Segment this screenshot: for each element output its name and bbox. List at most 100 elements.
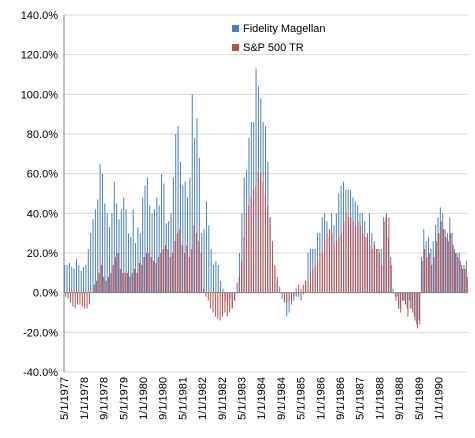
bar-fidelity-magellan <box>298 292 300 297</box>
bar-fidelity-magellan <box>458 253 460 293</box>
bar-fidelity-magellan <box>113 181 115 293</box>
bar-fidelity-magellan <box>387 237 389 293</box>
bar-sp500-tr <box>383 221 385 293</box>
bar-sp500-tr <box>405 292 407 305</box>
bar-sp500-tr <box>224 292 226 313</box>
bar-fidelity-magellan <box>101 173 103 293</box>
bar-fidelity-magellan <box>456 253 458 293</box>
bar-sp500-tr <box>186 245 188 293</box>
bar-sp500-tr <box>274 264 276 293</box>
bar-sp500-tr <box>203 288 205 293</box>
bar-sp500-tr <box>400 292 402 313</box>
bar-sp500-tr <box>148 253 150 293</box>
bar-sp500-tr <box>141 264 143 293</box>
bar-fidelity-magellan <box>409 292 411 301</box>
bar-fidelity-magellan <box>73 268 75 293</box>
bar-fidelity-magellan <box>413 292 415 317</box>
bar-fidelity-magellan <box>461 264 463 293</box>
y-tick-label: 100.0% <box>21 89 59 101</box>
bar-sp500-tr <box>450 233 452 293</box>
bar-fidelity-magellan <box>137 227 139 293</box>
bar-fidelity-magellan <box>170 213 172 293</box>
legend-swatch-fidelity-magellan <box>232 25 239 32</box>
x-tick-label: 9/1/1978 <box>99 377 111 420</box>
series-sp500-tr <box>65 171 468 329</box>
bar-fidelity-magellan <box>118 219 120 293</box>
bar-sp500-tr <box>283 292 285 301</box>
bar-sp500-tr <box>271 241 273 293</box>
bar-fidelity-magellan <box>182 185 184 293</box>
bar-sp500-tr <box>96 280 98 293</box>
bar-fidelity-magellan <box>302 292 304 295</box>
bar-fidelity-magellan <box>420 256 422 293</box>
bar-fidelity-magellan <box>425 241 427 293</box>
bar-fidelity-magellan <box>109 227 111 293</box>
bar-sp500-tr <box>338 237 340 293</box>
bar-fidelity-magellan <box>402 292 404 301</box>
bar-fidelity-magellan <box>255 68 257 293</box>
bar-fidelity-magellan <box>217 264 219 293</box>
bar-sp500-tr <box>464 268 466 293</box>
y-tick-label: 120.0% <box>21 50 59 62</box>
bar-fidelity-magellan <box>97 199 99 293</box>
bar-sp500-tr <box>205 292 207 297</box>
bar-sp500-tr <box>295 292 297 297</box>
bar-fidelity-magellan <box>208 225 210 293</box>
bar-fidelity-magellan <box>435 225 437 293</box>
bar-fidelity-magellan <box>418 292 420 321</box>
bar-fidelity-magellan <box>106 213 108 293</box>
bar-fidelity-magellan <box>446 233 448 293</box>
bar-sp500-tr <box>243 237 245 293</box>
bar-fidelity-magellan <box>428 237 430 293</box>
bar-sp500-tr <box>286 292 288 303</box>
bar-sp500-tr <box>378 253 380 293</box>
bar-fidelity-magellan <box>90 233 92 293</box>
bar-sp500-tr <box>412 292 414 313</box>
bar-fidelity-magellan <box>142 197 144 293</box>
bar-sp500-tr <box>214 292 216 317</box>
x-tick-label: 9/1/1984 <box>276 377 288 420</box>
bar-fidelity-magellan <box>442 213 444 293</box>
x-tick-label: 1/1/1986 <box>315 377 327 420</box>
bar-sp500-tr <box>300 288 302 293</box>
bar-sp500-tr <box>69 292 71 303</box>
bar-sp500-tr <box>407 292 409 317</box>
bar-fidelity-magellan <box>220 280 222 293</box>
y-tick-label: 80.0% <box>27 129 58 141</box>
bar-fidelity-magellan <box>236 282 238 293</box>
bar-sp500-tr <box>181 245 183 293</box>
bar-sp500-tr <box>276 280 278 293</box>
bar-sp500-tr <box>248 205 250 293</box>
legend-label-fidelity-magellan: Fidelity Magellan <box>243 23 326 35</box>
bar-sp500-tr <box>169 256 171 293</box>
y-tick-label: -40.0% <box>23 367 58 379</box>
bar-sp500-tr <box>369 245 371 293</box>
bar-sp500-tr <box>419 292 421 325</box>
x-tick-label: 5/1/1989 <box>414 377 426 420</box>
bar-sp500-tr <box>198 241 200 293</box>
bar-sp500-tr <box>252 189 254 293</box>
bar-fidelity-magellan <box>309 249 311 293</box>
bar-fidelity-magellan <box>80 270 82 293</box>
bar-sp500-tr <box>105 280 107 293</box>
bar-sp500-tr <box>241 260 243 293</box>
bar-fidelity-magellan <box>116 203 118 293</box>
x-tick-label: 1/1/1984 <box>256 377 268 420</box>
bar-sp500-tr <box>307 280 309 293</box>
bar-fidelity-magellan <box>392 288 394 293</box>
bar-fidelity-magellan <box>279 286 281 293</box>
bar-sp500-tr <box>357 221 359 293</box>
bar-fidelity-magellan <box>156 197 158 293</box>
bar-fidelity-magellan <box>139 233 141 293</box>
bar-sp500-tr <box>222 292 224 317</box>
bar-fidelity-magellan <box>437 217 439 293</box>
bar-sp500-tr <box>395 292 397 301</box>
bar-sp500-tr <box>93 284 95 293</box>
bar-sp500-tr <box>264 193 266 293</box>
bar-sp500-tr <box>195 233 197 293</box>
bar-fidelity-magellan <box>432 241 434 293</box>
bar-sp500-tr <box>67 292 69 299</box>
bar-sp500-tr <box>466 276 468 293</box>
x-tick-label: 1/1/1978 <box>79 377 91 420</box>
bar-fidelity-magellan <box>83 266 85 293</box>
